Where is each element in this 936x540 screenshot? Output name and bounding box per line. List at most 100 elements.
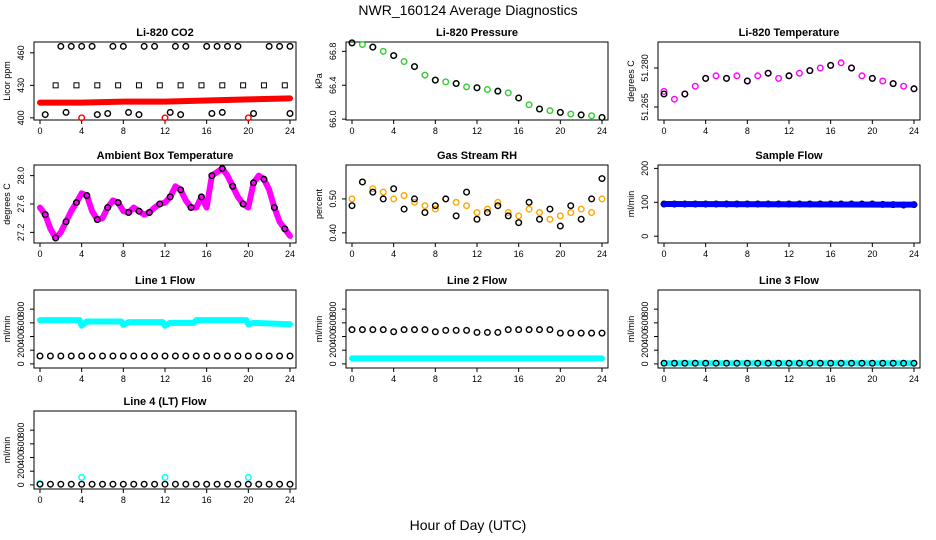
data-point xyxy=(816,64,824,72)
data-point xyxy=(473,208,481,216)
data-point xyxy=(286,42,294,50)
data-point xyxy=(400,326,408,334)
data-point xyxy=(94,82,101,89)
chart-title: Sample Flow xyxy=(755,150,823,162)
data-point xyxy=(400,58,408,66)
y-axis-label: ml/min xyxy=(626,316,636,343)
data-point xyxy=(369,188,377,196)
data-point xyxy=(483,328,491,336)
x-tick-label: 20 xyxy=(243,374,253,384)
x-tick-label: 24 xyxy=(285,374,295,384)
data-point xyxy=(379,188,387,196)
data-point xyxy=(161,114,169,122)
data-point xyxy=(868,74,876,82)
data-point xyxy=(203,352,211,360)
data-point xyxy=(276,352,284,360)
data-point xyxy=(182,42,190,50)
data-point xyxy=(203,480,211,488)
data-point xyxy=(239,200,247,208)
data-point xyxy=(369,326,377,334)
x-tick-label: 24 xyxy=(909,126,919,136)
shared-x-axis-label: Hour of Day (UTC) xyxy=(409,517,527,533)
x-tick-label: 16 xyxy=(202,495,212,505)
y-tick-label: 0 xyxy=(16,361,26,366)
y-tick-label: 600 xyxy=(640,315,650,330)
data-point xyxy=(348,202,356,210)
data-point xyxy=(536,215,544,223)
x-tick-label: 4 xyxy=(391,374,396,384)
x-tick-label: 24 xyxy=(285,495,295,505)
data-point xyxy=(733,359,741,367)
data-point xyxy=(660,90,668,98)
data-point xyxy=(265,480,273,488)
data-point xyxy=(109,480,117,488)
series-line xyxy=(37,165,293,242)
chart-title: Li-820 CO2 xyxy=(136,27,193,39)
y-tick-label: 200 xyxy=(640,161,650,176)
x-tick-label: 4 xyxy=(391,249,396,259)
x-tick-label: 16 xyxy=(202,374,212,384)
data-point xyxy=(494,202,502,210)
data-point xyxy=(411,63,419,71)
x-tick-label: 16 xyxy=(202,249,212,259)
data-point xyxy=(390,185,398,193)
x-tick-label: 16 xyxy=(514,249,524,259)
x-tick-label: 0 xyxy=(37,495,42,505)
data-point xyxy=(681,359,689,367)
y-tick-label: 51.280 xyxy=(640,54,650,82)
data-point xyxy=(135,207,143,215)
data-point xyxy=(276,480,284,488)
data-point xyxy=(171,42,179,50)
x-tick-label: 8 xyxy=(745,249,750,259)
y-tick-label: 200 xyxy=(640,343,650,358)
data-point xyxy=(244,352,252,360)
data-point xyxy=(130,480,138,488)
data-point xyxy=(431,205,439,213)
data-point xyxy=(229,182,237,190)
data-point xyxy=(286,109,294,117)
data-point xyxy=(504,212,512,220)
data-point xyxy=(858,359,866,367)
x-tick-label: 24 xyxy=(285,126,295,136)
data-point xyxy=(390,52,398,60)
data-point xyxy=(219,82,226,89)
x-tick-label: 24 xyxy=(285,249,295,259)
x-tick-label: 4 xyxy=(391,126,396,136)
data-point xyxy=(598,175,606,183)
data-point xyxy=(515,219,523,227)
data-point xyxy=(463,326,471,334)
data-point xyxy=(504,208,512,216)
data-point xyxy=(286,480,294,488)
data-point xyxy=(577,215,585,223)
data-point xyxy=(119,480,127,488)
data-point xyxy=(156,82,163,89)
data-point xyxy=(358,41,366,49)
data-point xyxy=(57,480,65,488)
data-point xyxy=(837,59,845,67)
y-axis-label: degrees C xyxy=(2,183,12,225)
data-point xyxy=(250,179,258,187)
data-point xyxy=(764,69,772,77)
data-point xyxy=(203,42,211,50)
data-point xyxy=(775,74,783,82)
data-point xyxy=(525,205,533,213)
data-point xyxy=(145,209,153,217)
data-point xyxy=(889,80,897,88)
y-tick-label: 400 xyxy=(640,329,650,344)
data-point xyxy=(515,94,523,102)
data-point xyxy=(156,200,164,208)
data-point xyxy=(691,359,699,367)
data-point xyxy=(114,199,122,207)
data-point xyxy=(177,82,184,89)
data-point xyxy=(795,359,803,367)
data-point xyxy=(213,480,221,488)
data-point xyxy=(910,359,918,367)
x-tick-label: 16 xyxy=(514,126,524,136)
data-point xyxy=(556,329,564,337)
x-tick-label: 8 xyxy=(433,249,438,259)
data-point xyxy=(213,42,221,50)
y-tick-label: 51.265 xyxy=(640,93,650,121)
chart-title: Li-820 Temperature xyxy=(739,27,840,39)
x-tick-label: 0 xyxy=(37,126,42,136)
series-line xyxy=(37,95,293,106)
